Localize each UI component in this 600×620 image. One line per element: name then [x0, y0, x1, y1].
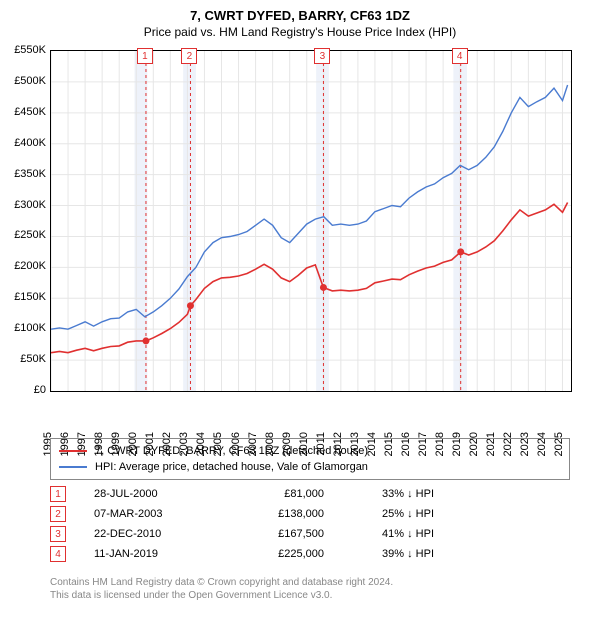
sale-price: £167,500 — [224, 528, 324, 540]
legend-item: HPI: Average price, detached house, Vale… — [59, 459, 561, 475]
sale-price: £81,000 — [224, 488, 324, 500]
legend-label: HPI: Average price, detached house, Vale… — [95, 459, 368, 475]
chart-subtitle: Price paid vs. HM Land Registry's House … — [0, 23, 600, 39]
sales-table: 1 28-JUL-2000£81,00033% ↓ HPI 2 07-MAR-2003… — [50, 484, 570, 564]
footnote-line: Contains HM Land Registry data © Crown c… — [50, 576, 570, 589]
sale-delta: 25% ↓ HPI — [324, 508, 434, 520]
x-axis-ticks: 1995199619971998199920002001200220032004… — [50, 50, 570, 390]
sales-row: 3 22-DEC-2010£167,50041% ↓ HPI — [50, 524, 570, 544]
sale-date: 22-DEC-2010 — [94, 528, 224, 540]
y-tick-label: £400K — [14, 137, 46, 149]
legend-swatch — [59, 466, 87, 468]
chart-sale-marker: 2 — [181, 48, 197, 64]
y-tick-label: £350K — [14, 168, 46, 180]
legend: 7, CWRT DYFED, BARRY, CF63 1DZ (detached… — [50, 438, 570, 480]
footnote-line: This data is licensed under the Open Gov… — [50, 589, 570, 602]
sale-marker: 4 — [50, 546, 66, 562]
y-axis-ticks: £0£50K£100K£150K£200K£250K£300K£350K£400… — [0, 50, 48, 390]
sale-price: £225,000 — [224, 548, 324, 560]
sale-delta: 39% ↓ HPI — [324, 548, 434, 560]
y-tick-label: £550K — [14, 44, 46, 56]
sale-date: 11-JAN-2019 — [94, 548, 224, 560]
y-tick-label: £250K — [14, 229, 46, 241]
sale-marker: 3 — [50, 526, 66, 542]
chart-sale-marker: 4 — [452, 48, 468, 64]
sale-delta: 33% ↓ HPI — [324, 488, 434, 500]
y-tick-label: £300K — [14, 199, 46, 211]
sale-delta: 41% ↓ HPI — [324, 528, 434, 540]
chart-sale-marker: 1 — [137, 48, 153, 64]
chart-area: £0£50K£100K£150K£200K£250K£300K£350K£400… — [50, 50, 570, 390]
y-tick-label: £50K — [20, 353, 46, 365]
sale-date: 28-JUL-2000 — [94, 488, 224, 500]
sales-row: 1 28-JUL-2000£81,00033% ↓ HPI — [50, 484, 570, 504]
y-tick-label: £0 — [34, 384, 46, 396]
legend-label: 7, CWRT DYFED, BARRY, CF63 1DZ (detached… — [95, 443, 368, 459]
footnotes: Contains HM Land Registry data © Crown c… — [50, 576, 570, 602]
sale-price: £138,000 — [224, 508, 324, 520]
sale-marker: 2 — [50, 506, 66, 522]
chart-title: 7, CWRT DYFED, BARRY, CF63 1DZ — [0, 0, 600, 23]
legend-item: 7, CWRT DYFED, BARRY, CF63 1DZ (detached… — [59, 443, 561, 459]
y-tick-label: £150K — [14, 291, 46, 303]
chart-sale-marker: 3 — [314, 48, 330, 64]
y-tick-label: £200K — [14, 260, 46, 272]
sales-row: 2 07-MAR-2003£138,00025% ↓ HPI — [50, 504, 570, 524]
y-tick-label: £450K — [14, 106, 46, 118]
y-tick-label: £500K — [14, 75, 46, 87]
sale-date: 07-MAR-2003 — [94, 508, 224, 520]
sale-marker: 1 — [50, 486, 66, 502]
sales-row: 4 11-JAN-2019£225,00039% ↓ HPI — [50, 544, 570, 564]
legend-swatch — [59, 450, 87, 452]
y-tick-label: £100K — [14, 322, 46, 334]
